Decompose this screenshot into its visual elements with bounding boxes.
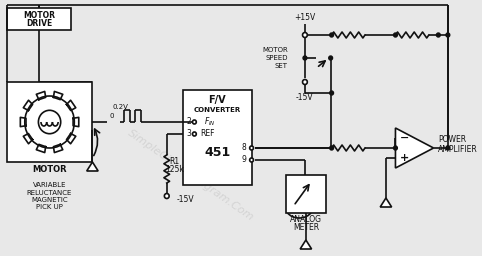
Text: 0: 0 xyxy=(109,113,114,119)
Text: MOTOR: MOTOR xyxy=(262,47,288,53)
Text: ANALOG: ANALOG xyxy=(290,216,322,225)
Circle shape xyxy=(330,146,334,150)
Circle shape xyxy=(329,56,333,60)
Circle shape xyxy=(446,33,450,37)
Bar xyxy=(183,90,252,185)
Polygon shape xyxy=(300,240,311,249)
Text: +15V: +15V xyxy=(295,14,316,23)
Text: POWER: POWER xyxy=(438,135,467,144)
Polygon shape xyxy=(87,162,98,171)
Text: 8: 8 xyxy=(241,144,246,153)
Polygon shape xyxy=(395,128,434,168)
Text: MAGNETIC: MAGNETIC xyxy=(31,197,68,203)
Text: SET: SET xyxy=(275,63,288,69)
Circle shape xyxy=(192,120,196,124)
Text: −: − xyxy=(400,133,410,143)
Circle shape xyxy=(303,80,308,84)
Text: METER: METER xyxy=(293,223,319,232)
Text: 2: 2 xyxy=(187,118,191,126)
Text: REF: REF xyxy=(201,130,215,138)
Circle shape xyxy=(446,146,450,150)
Circle shape xyxy=(393,146,397,150)
Polygon shape xyxy=(380,198,392,207)
Text: DRIVE: DRIVE xyxy=(26,19,52,28)
Text: AMPLIFIER: AMPLIFIER xyxy=(438,145,478,155)
Text: SPEED: SPEED xyxy=(265,55,288,61)
Text: 9: 9 xyxy=(241,155,246,165)
Circle shape xyxy=(250,158,254,162)
Circle shape xyxy=(164,194,169,198)
Circle shape xyxy=(303,56,307,60)
Text: -15V: -15V xyxy=(176,196,194,205)
Text: R1: R1 xyxy=(169,157,179,166)
Text: RELUCTANCE: RELUCTANCE xyxy=(27,190,72,196)
Text: 125k: 125k xyxy=(165,165,184,175)
Text: +: + xyxy=(401,153,410,163)
Circle shape xyxy=(39,110,61,134)
Text: 451: 451 xyxy=(204,145,230,158)
Bar xyxy=(7,82,93,162)
Text: -15V: -15V xyxy=(296,92,314,101)
Text: CONVERTER: CONVERTER xyxy=(194,107,241,113)
Circle shape xyxy=(25,96,74,148)
Text: F/V: F/V xyxy=(208,95,226,105)
Circle shape xyxy=(192,132,196,136)
Circle shape xyxy=(330,33,334,37)
Bar xyxy=(7,8,71,30)
Text: $F_{IN}$: $F_{IN}$ xyxy=(204,116,215,128)
Circle shape xyxy=(393,33,397,37)
Bar xyxy=(286,175,326,213)
Circle shape xyxy=(303,33,308,37)
Circle shape xyxy=(436,33,440,37)
Text: VARIABLE: VARIABLE xyxy=(33,182,67,188)
Text: MOTOR: MOTOR xyxy=(23,10,55,19)
Circle shape xyxy=(330,91,334,95)
Text: 3: 3 xyxy=(186,130,191,138)
Text: PICK UP: PICK UP xyxy=(36,204,63,210)
Text: MOTOR: MOTOR xyxy=(32,165,67,175)
Text: SimpleCircuitDiagram.Com: SimpleCircuitDiagram.Com xyxy=(126,127,255,222)
Circle shape xyxy=(250,146,254,150)
Text: 0.2V: 0.2V xyxy=(112,104,128,110)
